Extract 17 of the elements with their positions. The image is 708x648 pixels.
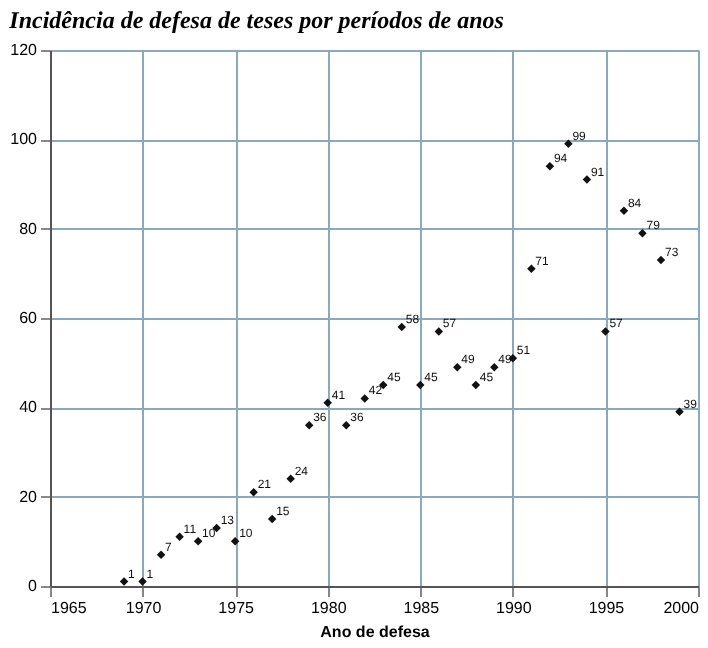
x-tick-label: 1990: [496, 599, 533, 617]
x-axis-title: Ano de defesa: [320, 623, 431, 641]
y-tick-label: 100: [10, 130, 39, 149]
x-tick-label: 1995: [588, 599, 626, 617]
y-tick-label: 40: [19, 398, 39, 417]
chart-title: Incidência de defesa de teses por períodos de anos: [7, 6, 505, 34]
x-tick-label: 1985: [403, 599, 441, 617]
y-tick-label: 20: [19, 487, 39, 506]
x-tick-label: 1975: [218, 599, 256, 617]
x-tick-label: 1980: [310, 599, 348, 617]
y-tick-label: 0: [28, 577, 39, 595]
x-tick-label: 1970: [125, 599, 163, 617]
y-tick-label: 120: [10, 41, 39, 59]
x-tick-label: 2000: [663, 599, 701, 617]
x-tick-label: 1965: [51, 599, 88, 617]
y-tick-label: 60: [19, 309, 39, 327]
y-tick-label: 80: [19, 219, 39, 238]
